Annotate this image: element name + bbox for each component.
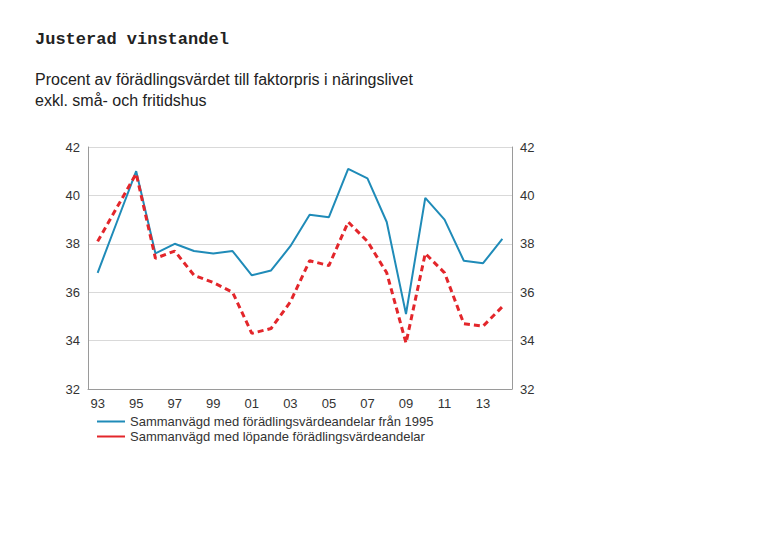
svg-text:05: 05: [322, 396, 336, 411]
svg-text:93: 93: [90, 396, 104, 411]
svg-text:Sammanvägd med löpande förädli: Sammanvägd med löpande förädlingsvärdean…: [130, 429, 426, 444]
svg-text:95: 95: [129, 396, 143, 411]
svg-text:42: 42: [520, 140, 534, 155]
svg-text:36: 36: [520, 285, 534, 300]
svg-text:Procent av förädlingsvärdet ti: Procent av förädlingsvärdet till faktorp…: [35, 71, 414, 88]
svg-text:13: 13: [476, 396, 490, 411]
svg-text:exkl. små- och fritidshus: exkl. små- och fritidshus: [35, 92, 207, 109]
svg-text:01: 01: [245, 396, 259, 411]
svg-text:38: 38: [520, 236, 534, 251]
svg-text:40: 40: [520, 188, 534, 203]
svg-text:Sammanvägd med förädlingsvärde: Sammanvägd med förädlingsvärdeandelar fr…: [130, 414, 434, 429]
svg-text:99: 99: [206, 396, 220, 411]
svg-text:34: 34: [520, 333, 534, 348]
svg-text:Justerad vinstandel: Justerad vinstandel: [35, 30, 229, 49]
svg-text:38: 38: [66, 236, 80, 251]
svg-text:09: 09: [399, 396, 413, 411]
svg-text:32: 32: [66, 382, 80, 397]
svg-text:42: 42: [66, 140, 80, 155]
svg-text:32: 32: [520, 382, 534, 397]
svg-text:97: 97: [167, 396, 181, 411]
svg-text:34: 34: [66, 333, 80, 348]
svg-text:03: 03: [283, 396, 297, 411]
svg-text:36: 36: [66, 285, 80, 300]
svg-text:07: 07: [360, 396, 374, 411]
svg-text:11: 11: [438, 396, 452, 411]
svg-text:40: 40: [66, 188, 80, 203]
